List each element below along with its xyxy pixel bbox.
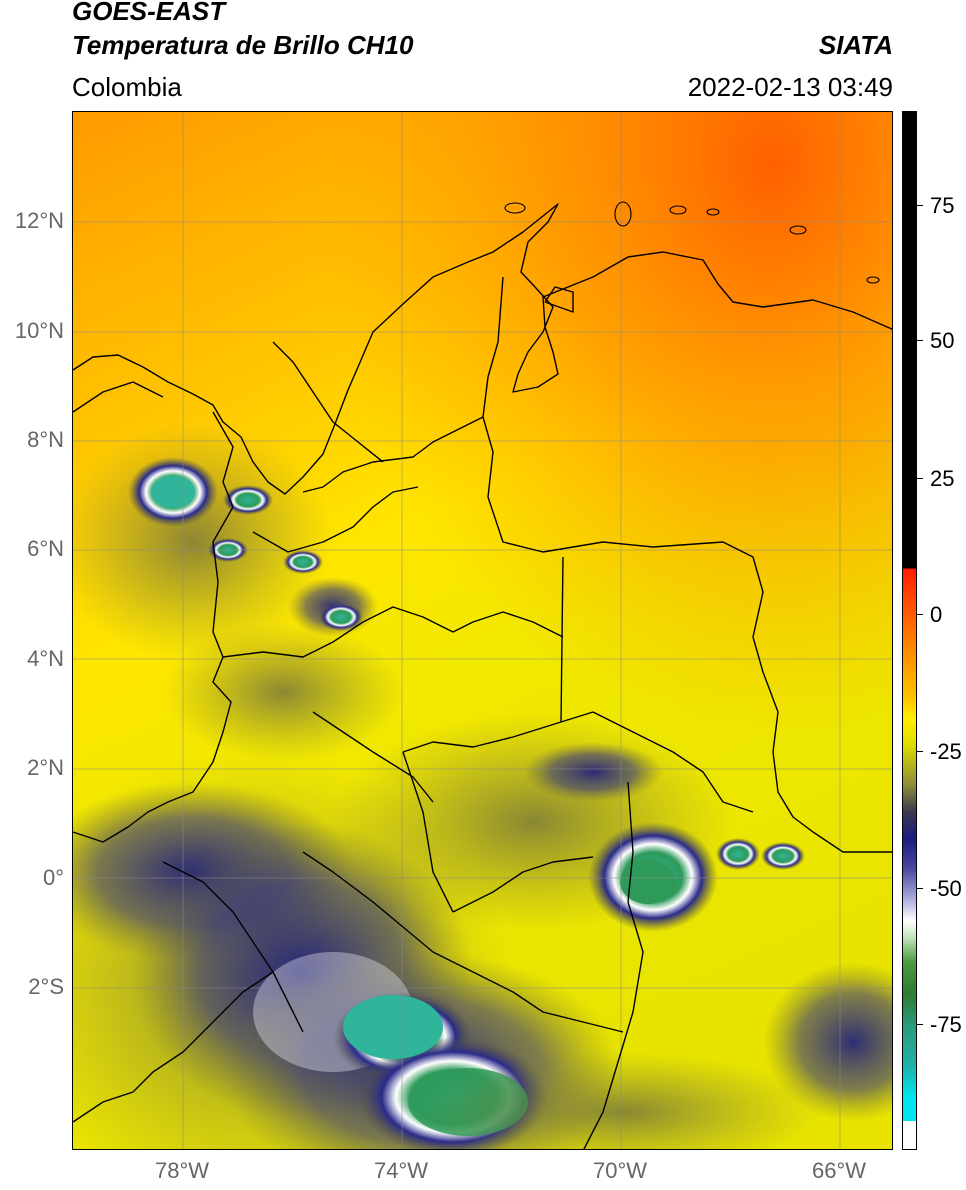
colorbar-tickmark [917,751,923,752]
lat-tick-0: 0° [42,865,64,890]
lat-tick-2s: 2°S [28,974,64,999]
colorbar-tickmark [917,478,923,479]
storm-cells-east [333,712,805,932]
colorbar-tickmark [917,340,923,341]
map-canvas [73,112,892,1149]
lon-tick-78w: 78°W [154,1158,210,1183]
lat-tick-8n: 8°N [27,427,64,452]
colorbar-tickmark [917,888,923,889]
colorbar-label-0: 0 [930,602,943,627]
graticule [73,112,892,1149]
lat-tick-10n: 10°N [14,318,64,343]
lat-tick-12n: 12°N [14,208,64,233]
colorbar-label-minus75: -75 [930,1012,962,1037]
colorbar-label-minus25: -25 [930,739,962,764]
title-product: Temperatura de Brillo CH10 [72,30,414,60]
title-organization: SIATA [818,30,893,60]
brightness-temperature-map [72,111,893,1150]
colorbar-label-50: 50 [930,328,955,353]
lat-tick-6n: 6°N [27,536,64,561]
title-satellite: GOES-EAST [72,0,226,26]
coastline-details [504,201,880,284]
lat-tick-4n: 4°N [27,646,64,671]
colorbar-tickmark [917,614,923,615]
colorbar-label-75: 75 [930,193,955,218]
subtitle-datetime: 2022-02-13 03:49 [687,72,893,102]
colorbar-label-minus50: -50 [930,876,962,901]
subtitle-region: Colombia [72,72,182,102]
colorbar [902,111,917,1150]
political-boundaries [73,203,892,1149]
colorbar-label-25: 25 [930,466,955,491]
colorbar-tickmark [917,1024,923,1025]
lon-tick-70w: 70°W [592,1158,648,1183]
lon-tick-74w: 74°W [373,1158,429,1183]
colorbar-tickmark [917,205,923,206]
lon-tick-66w: 66°W [811,1158,867,1183]
lat-tick-2n: 2°N [27,755,64,780]
